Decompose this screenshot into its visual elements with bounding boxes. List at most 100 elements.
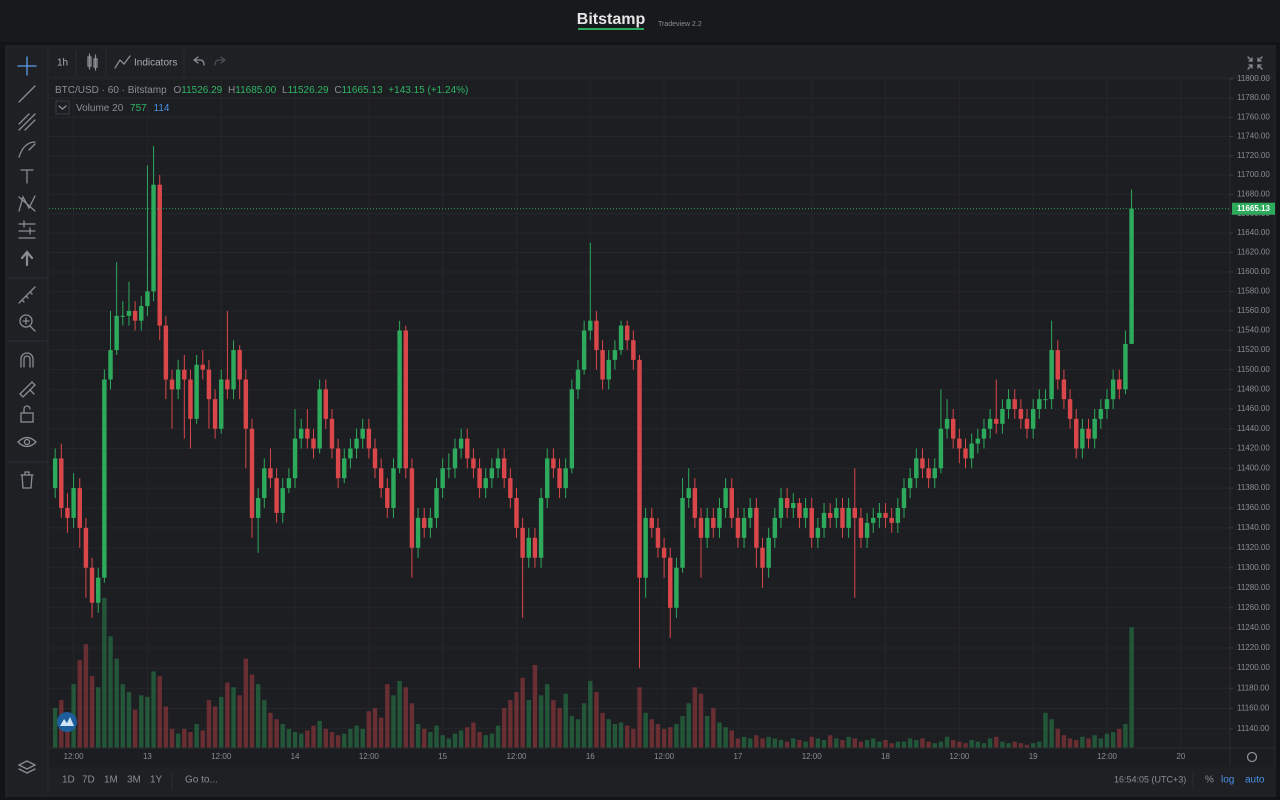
lock-tool[interactable] xyxy=(20,412,34,423)
volume-bar xyxy=(637,687,642,748)
text-tool[interactable] xyxy=(20,169,34,184)
volume-bar xyxy=(1074,740,1079,748)
y-tick-label: 11160.00 xyxy=(1237,704,1270,713)
arrow-tool[interactable] xyxy=(20,250,34,267)
y-tick-label: 11220.00 xyxy=(1237,643,1270,652)
volume-bar xyxy=(378,717,384,748)
goto-button[interactable]: Go to... xyxy=(185,775,218,786)
volume-bar xyxy=(551,700,556,748)
object-tree-button[interactable] xyxy=(17,760,37,774)
candle-body xyxy=(649,517,655,528)
volume-bar xyxy=(421,728,427,748)
chart-type-button[interactable] xyxy=(87,53,98,71)
volume-bar xyxy=(95,687,101,748)
pattern-tool[interactable] xyxy=(18,195,36,212)
candle-body xyxy=(255,498,261,518)
volume-bar xyxy=(538,695,544,748)
visibility-tool[interactable] xyxy=(17,436,37,448)
candle-body xyxy=(1037,399,1042,410)
auto-toggle[interactable]: auto xyxy=(1245,775,1265,786)
candle-body xyxy=(889,517,894,523)
candle-body xyxy=(895,507,901,523)
y-tick-label: 11300.00 xyxy=(1237,563,1270,572)
y-tick-label: 11580.00 xyxy=(1237,287,1270,296)
candle-body xyxy=(71,488,76,518)
zoom-tool[interactable] xyxy=(19,314,33,328)
candle-body xyxy=(803,507,808,518)
redo-button[interactable] xyxy=(214,56,226,66)
candle-body xyxy=(1043,399,1048,401)
y-tick-label: 11240.00 xyxy=(1237,623,1270,632)
candle-body xyxy=(151,184,156,292)
y-tick-label: 11620.00 xyxy=(1237,248,1270,257)
brand[interactable]: Bitstamp xyxy=(577,11,646,28)
stay-drawing-tool[interactable] xyxy=(19,381,36,398)
candle-body xyxy=(329,418,335,449)
volume-bar xyxy=(827,735,833,748)
trend-line-tool[interactable] xyxy=(18,85,36,103)
candle-body xyxy=(920,458,925,469)
y-tick-label: 11740.00 xyxy=(1237,132,1270,141)
candle-body xyxy=(514,498,519,528)
volume-bar xyxy=(280,724,285,748)
range-button[interactable]: 1D xyxy=(62,775,75,786)
y-tick-label: 11500.00 xyxy=(1237,365,1270,374)
fullscreen-button[interactable] xyxy=(1247,56,1263,70)
volume-bar xyxy=(372,708,378,748)
indicators-button[interactable]: Indicators xyxy=(134,58,177,69)
percent-toggle[interactable]: % xyxy=(1205,775,1214,786)
log-toggle[interactable]: log xyxy=(1221,775,1234,786)
volume-bar xyxy=(907,738,913,748)
candle-body xyxy=(243,379,249,429)
range-button[interactable]: 1M xyxy=(104,775,118,786)
brush-tool[interactable] xyxy=(18,141,36,158)
volume-bar xyxy=(606,719,611,748)
change: +143.15 (+1.24%) xyxy=(388,85,468,96)
fib-tool[interactable] xyxy=(18,113,36,131)
volume-bar xyxy=(268,712,273,748)
volume-bar xyxy=(255,684,261,748)
prediction-tool[interactable] xyxy=(18,220,36,239)
magnet-tool[interactable] xyxy=(20,352,34,368)
range-button[interactable]: 7D xyxy=(82,775,95,786)
collapse-button[interactable] xyxy=(55,100,70,115)
indicators-icon[interactable] xyxy=(114,55,131,69)
settings-button[interactable] xyxy=(1246,751,1258,763)
candle-body xyxy=(163,325,169,380)
y-tick-label: 11360.00 xyxy=(1237,503,1270,512)
volume-bar xyxy=(237,695,242,748)
volume-bar xyxy=(944,736,950,748)
candle-body xyxy=(994,418,999,424)
candle-body xyxy=(1055,350,1060,380)
volume-bar xyxy=(581,703,587,748)
candle-body xyxy=(219,379,224,429)
candle-body xyxy=(182,369,187,380)
candle-body xyxy=(600,350,605,380)
candle-body xyxy=(950,418,956,439)
range-button[interactable]: 3M xyxy=(127,775,141,786)
range-button[interactable]: 1Y xyxy=(150,775,163,786)
y-tick-label: 11600.00 xyxy=(1237,267,1270,276)
candle-body xyxy=(385,488,390,508)
volume-bar xyxy=(145,696,150,748)
candle-body xyxy=(206,369,212,400)
volume-bar xyxy=(342,733,347,748)
undo-button[interactable] xyxy=(193,56,205,66)
candle-body xyxy=(378,468,384,489)
volume-bar xyxy=(514,692,519,748)
logo-badge[interactable] xyxy=(57,712,77,732)
crosshair-tool[interactable] xyxy=(17,56,37,76)
candle-body xyxy=(280,488,285,513)
candle-body xyxy=(655,527,661,548)
volume-bar xyxy=(772,738,778,748)
candle-body xyxy=(489,468,495,479)
ruler-tool[interactable] xyxy=(18,286,36,304)
volume-bar xyxy=(391,695,396,748)
remove-tool[interactable] xyxy=(20,471,34,489)
candle-body xyxy=(809,507,814,538)
volume-bar xyxy=(1104,733,1110,748)
candle-body xyxy=(987,418,993,429)
candle-body xyxy=(249,428,255,518)
candle-body xyxy=(754,507,759,548)
interval-button[interactable]: 1h xyxy=(57,58,68,69)
